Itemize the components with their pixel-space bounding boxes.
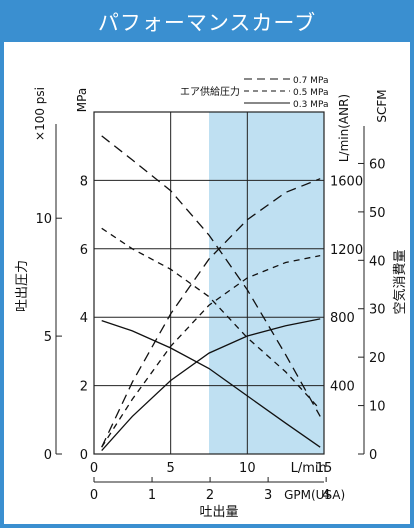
y-tick-label-lmin-anr: 400 [330,380,355,395]
x-tick-label-gpm: 0 [90,488,98,503]
series-line-pressure-05 [101,227,321,410]
x-tick-label-lmin: 5 [167,461,175,476]
plot-frame [93,111,325,455]
y-axis-label-lmin-anr: L/min(ANR) [337,94,351,162]
x-tick-label-gpm: 2 [206,488,214,503]
y-tick-label-lmin-anr: 1600 [330,174,363,189]
x-tick-label-lmin: 10 [239,461,256,476]
series-line-pressure-07 [101,135,321,417]
y-axis-title-pressure: 吐出圧力 [15,260,30,312]
legend-entry: 0.3 MPa [293,100,328,110]
y-tick-label-mpa: 6 [80,243,88,258]
chart-title: パフォーマンスカーブ [4,4,410,42]
x-tick-label-gpm: 1 [148,488,156,503]
y-tick-label-mpa: 4 [80,311,88,326]
y-axis-label-scfm: SCFM [375,89,389,122]
y-axis-label-psi: ×100 psi [33,87,47,141]
series-line-air-07 [101,178,321,448]
y-tick-label-psi: 5 [44,330,52,345]
x-tick-label-gpm: 4 [322,488,330,503]
x-unit-lmin: L/min [291,461,327,476]
y-tick-label-mpa: 2 [80,380,88,395]
y-tick-label-scfm: 10 [369,400,386,415]
y-tick-label-lmin-anr: 800 [330,311,355,326]
y-tick-label-scfm: 30 [369,303,386,318]
series-line-air-05 [101,254,321,448]
x-axis-title: 吐出量 [199,505,238,520]
y-tick-label-scfm: 0 [369,448,377,463]
y-tick-label-scfm: 60 [369,157,386,172]
y-tick-label-lmin-anr: 1200 [330,243,363,258]
x-tick-label-lmin: 0 [90,461,98,476]
y-axis-label-mpa: MPa [75,88,89,112]
y-tick-label-scfm: 20 [369,351,386,366]
series-line-air-03 [101,318,321,452]
series-line-pressure-03 [101,319,321,448]
y-tick-label-mpa: 0 [80,448,88,463]
y-axis-title-air: 空気消費量 [392,249,408,314]
legend-entry: 0.7 MPa [293,76,328,86]
x-tick-label-gpm: 3 [264,488,272,503]
x-tick-label-lmin: 15 [316,461,333,476]
y-tick-label-psi: 10 [35,212,52,227]
x-unit-gpm: GPM(USA) [284,488,345,502]
y-tick-label-scfm: 50 [369,206,386,221]
y-tick-label-mpa: 8 [80,174,88,189]
y-tick-label-psi: 0 [44,448,52,463]
shaded-range [209,112,324,454]
legend-title: エア供給圧力 [180,85,240,98]
legend-entry: 0.5 MPa [293,88,328,98]
y-tick-label-scfm: 40 [369,254,386,269]
